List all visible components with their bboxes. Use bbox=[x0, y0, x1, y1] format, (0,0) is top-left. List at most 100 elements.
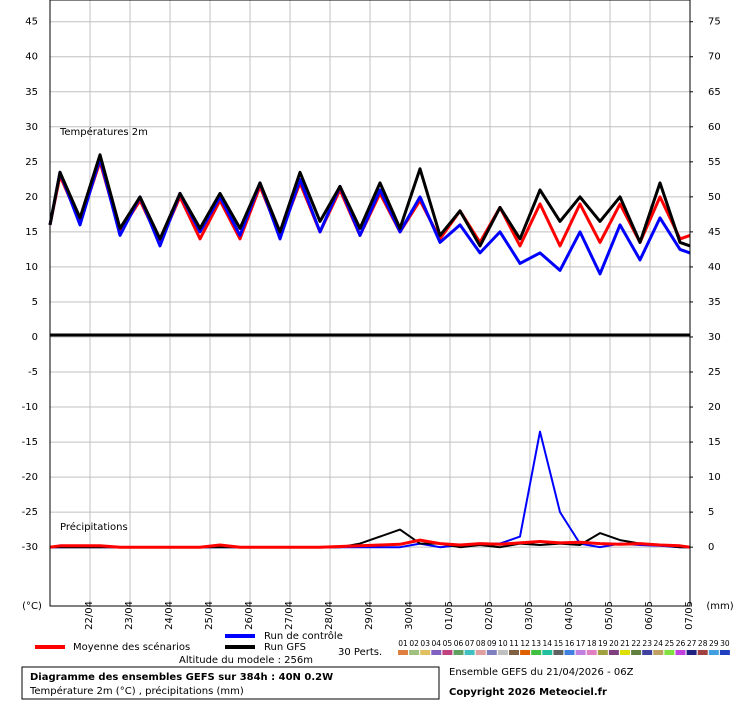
x-tick-label: 03/05 bbox=[524, 601, 535, 630]
x-tick-label: 02/05 bbox=[484, 601, 495, 630]
y2-tick-label: 35 bbox=[708, 297, 721, 308]
perturbation-label: 11 bbox=[509, 639, 519, 648]
perturbation-label: 15 bbox=[554, 639, 564, 648]
perturbation-swatch bbox=[686, 650, 697, 655]
perturbation-label: 17 bbox=[576, 639, 586, 648]
perturbation-swatch bbox=[420, 650, 431, 655]
series-lines bbox=[48, 153, 691, 549]
y2-tick-label: 75 bbox=[708, 17, 721, 28]
perturbation-label: 01 bbox=[398, 639, 408, 648]
perturbation-label: 24 bbox=[654, 639, 664, 648]
perturbation-label: 29 bbox=[709, 639, 719, 648]
perturbation-label: 26 bbox=[676, 639, 686, 648]
perturbation-swatch bbox=[431, 650, 442, 655]
panel-label: Précipitations bbox=[60, 521, 128, 533]
perturbation-swatch bbox=[520, 650, 531, 655]
perturbation-swatch bbox=[642, 650, 653, 655]
perturbation-label: 22 bbox=[631, 639, 641, 648]
box-subtitle: Température 2m (°C) , précipitations (mm… bbox=[29, 685, 244, 697]
x-tick-label: 05/05 bbox=[604, 601, 615, 630]
y-tick-label: 20 bbox=[25, 192, 38, 203]
perturbation-swatch bbox=[664, 650, 675, 655]
perturbation-label: 28 bbox=[698, 639, 708, 648]
perturbation-swatch bbox=[409, 650, 420, 655]
x-tick-label: 24/04 bbox=[164, 601, 175, 630]
perturbation-label: 13 bbox=[531, 639, 541, 648]
legend-label: Run GFS bbox=[264, 642, 306, 653]
perturbation-swatch bbox=[509, 650, 519, 655]
perturbation-label: 16 bbox=[565, 639, 575, 648]
perturbation-swatch bbox=[453, 650, 464, 655]
x-tick-label: 26/04 bbox=[244, 601, 255, 630]
perturbation-swatch bbox=[497, 650, 508, 655]
legend-label: Moyenne des scénarios bbox=[73, 641, 190, 653]
x-tick-label: 07/05 bbox=[684, 601, 695, 630]
y2-tick-label: 30 bbox=[708, 332, 721, 343]
y-axis-unit: (°C) bbox=[22, 601, 42, 612]
y2-tick-label: 5 bbox=[708, 507, 714, 518]
grid bbox=[50, 0, 691, 606]
x-tick-label: 01/05 bbox=[444, 601, 455, 630]
series-line bbox=[48, 153, 691, 248]
perturbation-label: 06 bbox=[454, 639, 464, 648]
perturbation-label: 12 bbox=[520, 639, 530, 648]
perturbations-label: 30 Perts. bbox=[338, 647, 382, 658]
x-tick-label: 04/05 bbox=[564, 601, 575, 630]
x-tick-label: 29/04 bbox=[364, 601, 375, 630]
x-tick-label: 22/04 bbox=[84, 601, 95, 630]
copyright: Copyright 2026 Meteociel.fr bbox=[449, 687, 607, 698]
perturbation-label: 27 bbox=[687, 639, 697, 648]
perturbation-swatch bbox=[486, 650, 497, 655]
perturbation-label: 23 bbox=[642, 639, 652, 648]
y-tick-label: 35 bbox=[25, 87, 38, 98]
perturbation-label: 21 bbox=[620, 639, 630, 648]
y-tick-label: 30 bbox=[25, 122, 38, 133]
perturbation-label: 09 bbox=[487, 639, 497, 648]
y-tick-label: 40 bbox=[25, 52, 38, 63]
y2-tick-label: 60 bbox=[708, 122, 721, 133]
perturbation-swatch bbox=[631, 650, 642, 655]
y-tick-label: 10 bbox=[25, 262, 38, 273]
y2-tick-label: 20 bbox=[708, 402, 721, 413]
perturbation-swatch bbox=[464, 650, 475, 655]
y2-tick-label: 45 bbox=[708, 227, 721, 238]
perturbation-swatch bbox=[575, 650, 586, 655]
y2-axis-unit: (mm) bbox=[706, 601, 733, 612]
x-tick-label: 23/04 bbox=[124, 601, 135, 630]
perturbation-swatch bbox=[697, 650, 708, 655]
perturbation-swatch bbox=[531, 650, 542, 655]
series-line bbox=[49, 538, 691, 549]
y-tick-label: 25 bbox=[25, 157, 38, 168]
y2-tick-label: 65 bbox=[708, 87, 721, 98]
perturbation-swatch bbox=[553, 650, 564, 655]
y2-tick-label: 25 bbox=[708, 367, 721, 378]
y2-tick-label: 10 bbox=[708, 472, 721, 483]
series-line bbox=[48, 156, 691, 276]
y2-tick-label: 70 bbox=[708, 52, 721, 63]
y-tick-label: 5 bbox=[32, 297, 38, 308]
y2-tick-label: 15 bbox=[708, 437, 721, 448]
perturbation-label: 08 bbox=[476, 639, 486, 648]
box-title: Diagramme des ensembles GEFS sur 384h : … bbox=[30, 672, 333, 683]
perturbation-label: 14 bbox=[543, 639, 553, 648]
perturbation-label: 04 bbox=[432, 639, 442, 648]
run-info: Ensemble GEFS du 21/04/2026 - 06Z bbox=[449, 667, 634, 678]
perturbation-label: 20 bbox=[609, 639, 619, 648]
x-tick-label: 30/04 bbox=[404, 601, 415, 630]
plot-border bbox=[49, 0, 691, 607]
perturbation-swatch bbox=[608, 650, 619, 655]
y-tick-label: 45 bbox=[25, 17, 38, 28]
y-tick-label: -20 bbox=[22, 472, 38, 483]
panel-label: Températures 2m bbox=[59, 126, 148, 138]
y-tick-label: -25 bbox=[22, 507, 38, 518]
perturbation-label: 19 bbox=[598, 639, 608, 648]
y-tick-label: -10 bbox=[22, 402, 38, 413]
y-tick-label: -5 bbox=[28, 367, 38, 378]
perturbation-label: 07 bbox=[465, 639, 475, 648]
perturbation-swatch bbox=[719, 650, 730, 655]
perturbation-swatch bbox=[542, 650, 553, 655]
y2-tick-label: 0 bbox=[708, 542, 714, 553]
perturbation-swatch bbox=[620, 650, 630, 655]
perturbation-swatch bbox=[475, 650, 486, 655]
